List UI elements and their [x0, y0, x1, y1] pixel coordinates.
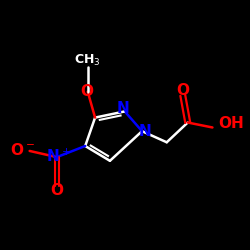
Text: N$^+$: N$^+$ — [46, 147, 71, 164]
Text: O$^-$: O$^-$ — [10, 142, 35, 158]
Text: N: N — [116, 102, 129, 116]
Text: OH: OH — [218, 116, 244, 130]
Text: CH$_3$: CH$_3$ — [74, 53, 101, 68]
Text: O: O — [176, 84, 189, 98]
Text: N: N — [138, 124, 151, 139]
Text: O: O — [81, 84, 94, 99]
Text: O: O — [50, 184, 63, 198]
